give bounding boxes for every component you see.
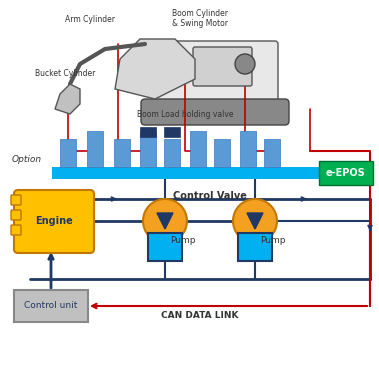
FancyBboxPatch shape (164, 139, 180, 167)
FancyBboxPatch shape (214, 139, 230, 167)
FancyBboxPatch shape (11, 210, 21, 220)
FancyBboxPatch shape (14, 290, 88, 322)
Text: CAN DATA LINK: CAN DATA LINK (161, 311, 239, 320)
FancyBboxPatch shape (193, 47, 252, 86)
Text: Bucket Cylinder: Bucket Cylinder (35, 69, 96, 78)
Circle shape (235, 54, 255, 74)
Text: Control unit: Control unit (24, 302, 78, 310)
FancyBboxPatch shape (52, 167, 322, 179)
FancyBboxPatch shape (140, 127, 156, 137)
Text: Engine: Engine (35, 216, 73, 226)
Text: Boom Cylinder
& Swing Motor: Boom Cylinder & Swing Motor (172, 9, 228, 28)
Text: Pump: Pump (260, 236, 285, 245)
Text: Boom Load holding valve: Boom Load holding valve (137, 110, 233, 119)
FancyBboxPatch shape (11, 225, 21, 235)
Circle shape (143, 199, 187, 243)
FancyBboxPatch shape (14, 190, 94, 253)
FancyBboxPatch shape (87, 131, 103, 167)
FancyBboxPatch shape (60, 139, 76, 167)
Text: Arm Cylinder: Arm Cylinder (65, 15, 115, 24)
FancyBboxPatch shape (319, 161, 373, 185)
Text: e-EPOS: e-EPOS (326, 168, 366, 178)
Polygon shape (157, 213, 173, 229)
Polygon shape (115, 39, 195, 99)
Text: Control Valve: Control Valve (173, 191, 247, 201)
Text: Pump: Pump (170, 236, 196, 245)
FancyBboxPatch shape (190, 131, 206, 167)
FancyBboxPatch shape (140, 131, 156, 167)
FancyBboxPatch shape (264, 139, 280, 167)
Circle shape (233, 199, 277, 243)
FancyBboxPatch shape (141, 99, 289, 125)
FancyBboxPatch shape (152, 41, 278, 112)
Text: Option: Option (12, 155, 42, 163)
FancyBboxPatch shape (148, 233, 182, 261)
FancyBboxPatch shape (164, 127, 180, 137)
FancyBboxPatch shape (238, 233, 272, 261)
FancyBboxPatch shape (114, 139, 130, 167)
FancyBboxPatch shape (240, 131, 256, 167)
FancyBboxPatch shape (11, 195, 21, 205)
Polygon shape (55, 84, 80, 114)
Polygon shape (247, 213, 263, 229)
